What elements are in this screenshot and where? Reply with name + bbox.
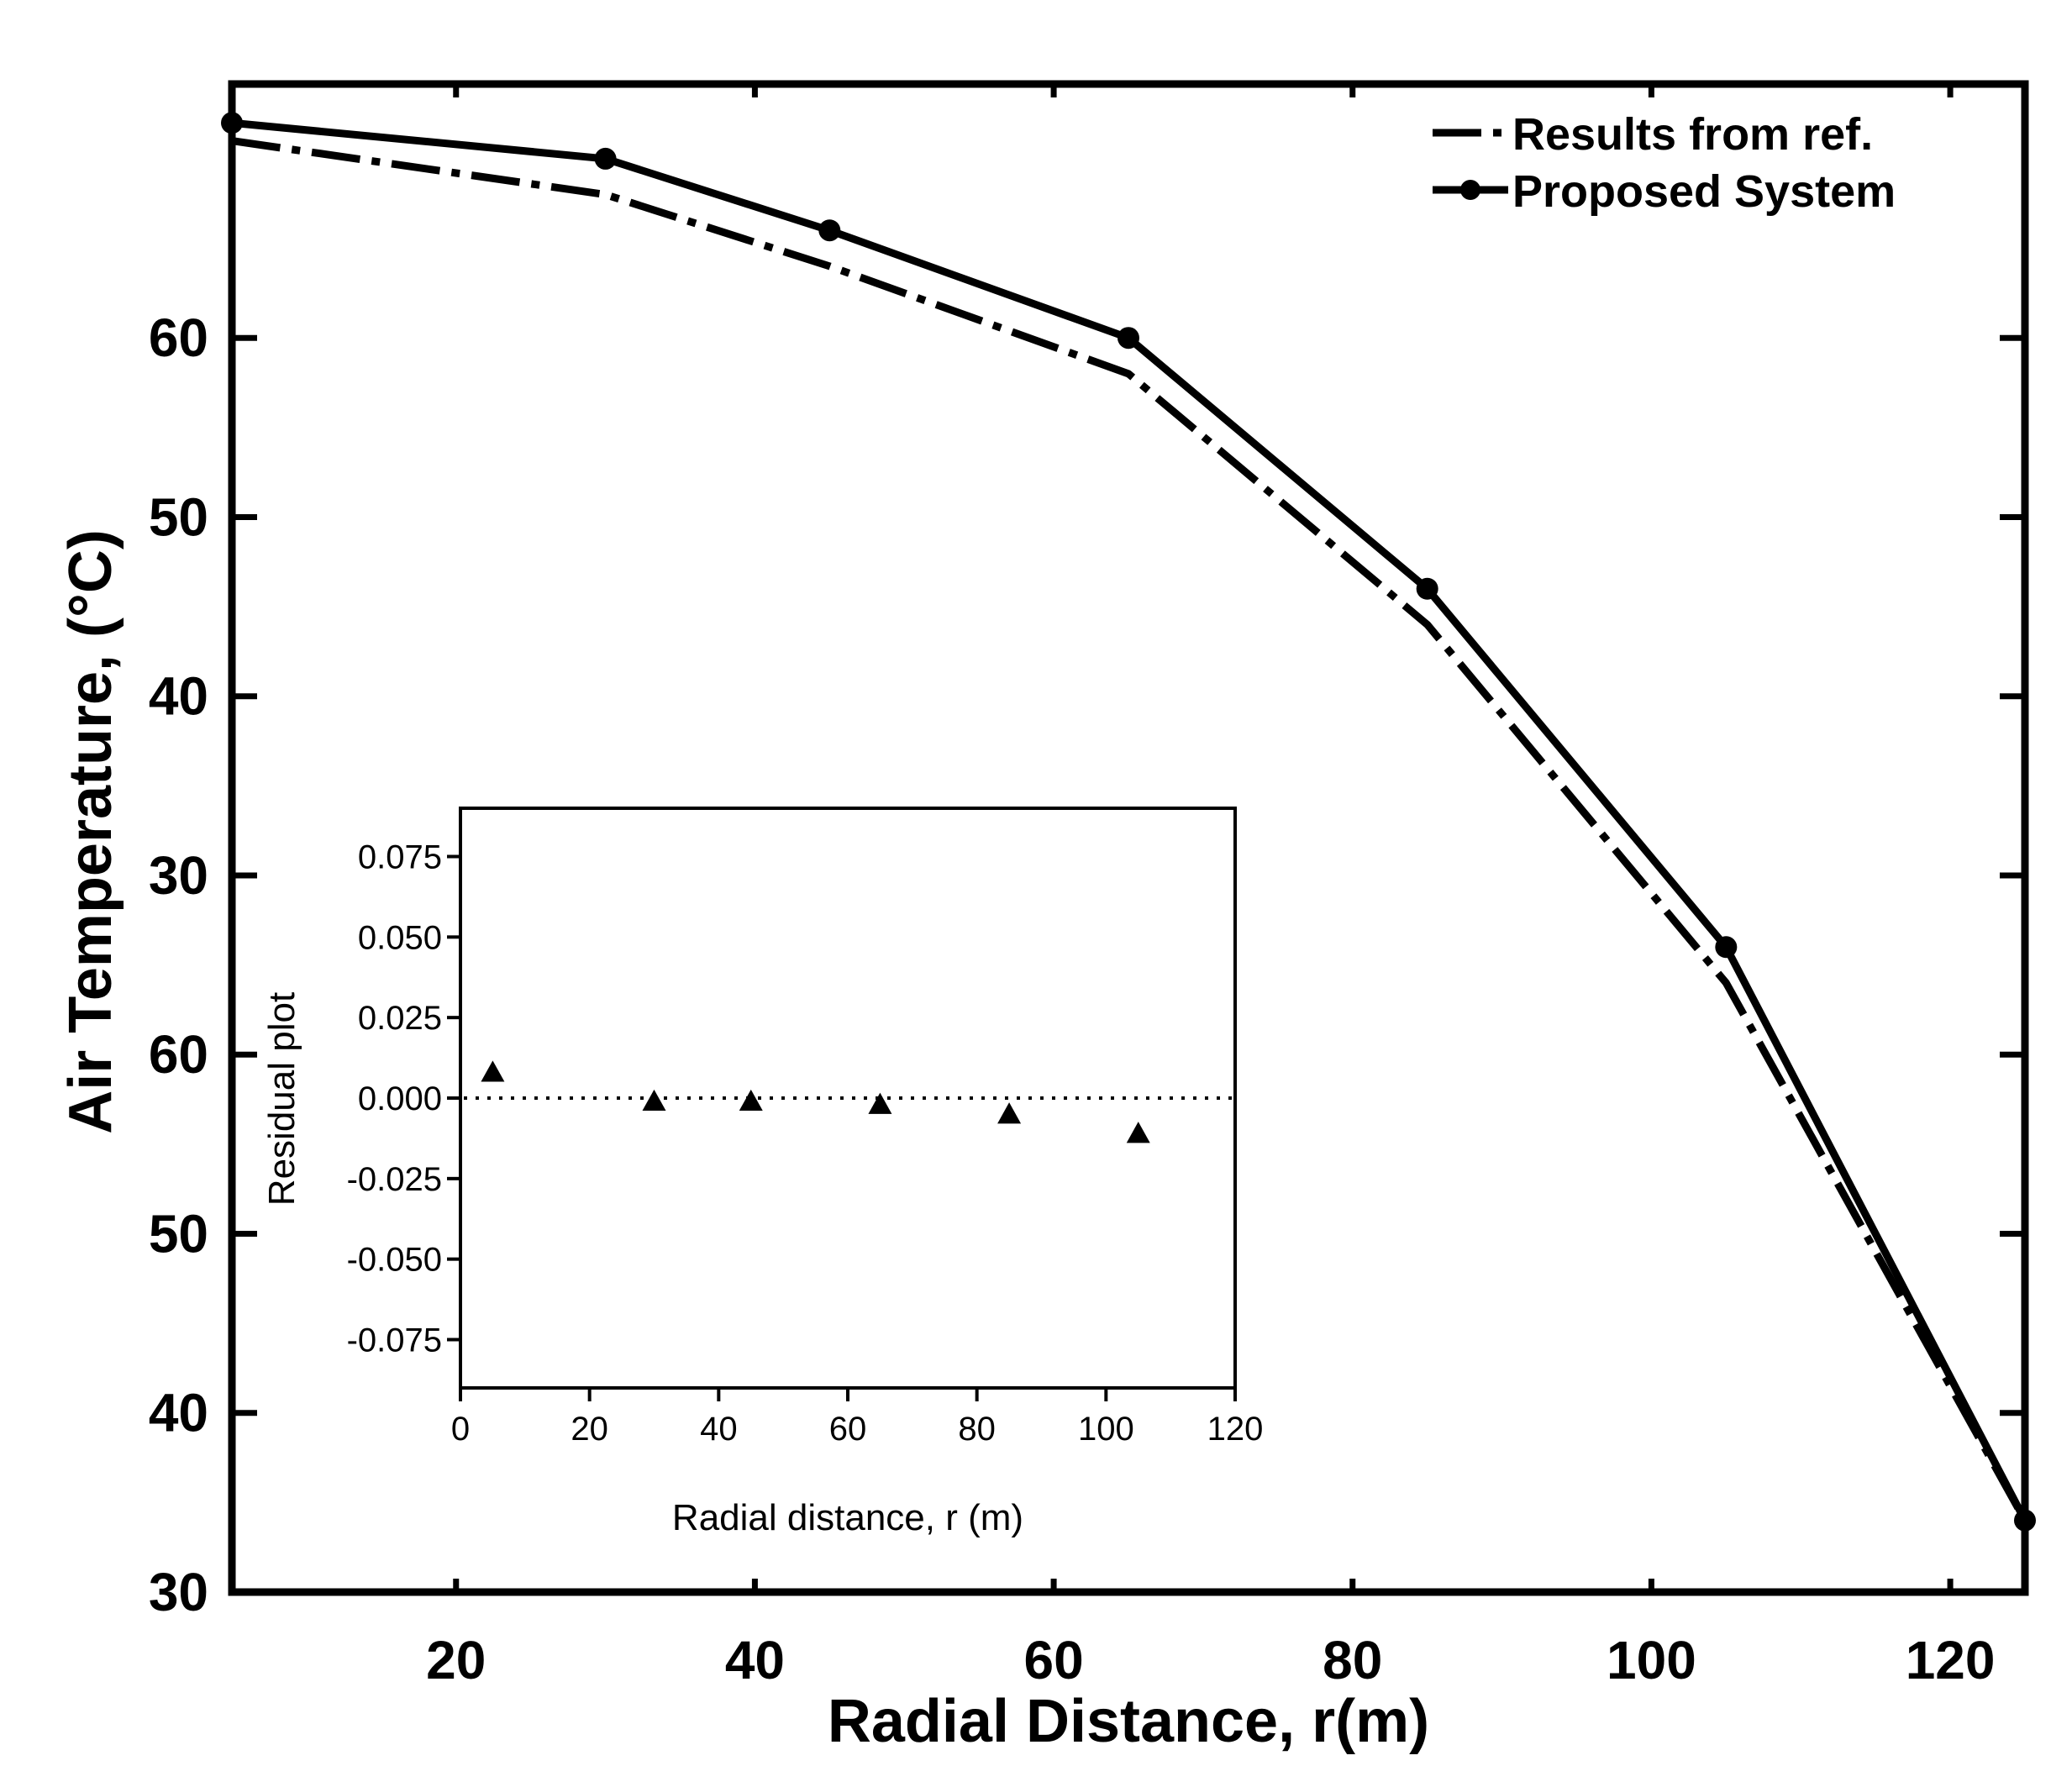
main-plot-frame (228, 80, 2029, 1596)
inset-y-tick-label: -0.025 (347, 1161, 442, 1198)
inset-x-tick-label: 80 (958, 1411, 996, 1448)
main-y-tick-label: 40 (149, 1383, 208, 1443)
series-proposed-marker (1715, 936, 1738, 959)
inset-x-tick-label: 20 (571, 1411, 608, 1448)
series-proposed-marker (221, 112, 243, 134)
series-proposed-marker (1118, 327, 1139, 350)
inset-x-tick-label: 0 (451, 1411, 470, 1448)
inset-x-tick-label: 60 (829, 1411, 867, 1448)
main-x-axis-title: Radial Distance, r(m) (828, 1688, 1429, 1755)
main-y-axis-title: Air Temperature, (°C) (57, 529, 124, 1134)
main-y-tick-label: 40 (149, 666, 208, 727)
main-x-tick-label: 100 (1607, 1630, 1696, 1690)
inset-x-tick-labels: 0 20 40 60 80 100 120 (451, 1411, 1264, 1448)
inset-points (481, 1060, 1150, 1143)
inset-y-tick-label: 0.050 (358, 919, 442, 956)
inset-y-tick-label: 0.025 (358, 1000, 442, 1037)
main-ticks (232, 84, 2025, 1595)
legend: Results from ref. Proposed System (1433, 109, 1896, 217)
inset-x-tick-label: 40 (700, 1411, 738, 1448)
legend-ref-label: Results from ref. (1512, 109, 1873, 160)
main-x-tick-label: 60 (1023, 1630, 1083, 1690)
main-y-tick-label: 60 (149, 1024, 208, 1085)
legend-proposed-label: Proposed System (1512, 166, 1896, 217)
inset-x-axis-title: Radial distance, r (m) (672, 1497, 1023, 1538)
legend-proposed-marker (1460, 180, 1480, 200)
inset-y-tick-labels: 0.075 0.050 0.025 0.000 -0.025 -0.050 -0.075 (347, 839, 442, 1359)
inset-chart: 0 20 40 60 80 100 120 0.075 0.050 0.025 0.000 -0.0… (261, 807, 1264, 1538)
main-x-tick-label: 80 (1323, 1630, 1382, 1690)
residual-point (739, 1089, 763, 1112)
main-series (221, 112, 2036, 1532)
residual-point (997, 1102, 1022, 1124)
main-y-tick-labels: 30 40 50 60 30 40 50 60 (149, 307, 208, 1622)
main-y-tick-label: 50 (149, 1203, 208, 1264)
series-proposed-marker (594, 147, 617, 170)
inset-ticks (447, 854, 1237, 1401)
main-y-tick-label: 60 (149, 307, 208, 368)
series-proposed-marker (818, 219, 841, 242)
series-proposed-marker (1416, 577, 1438, 600)
main-x-tick-label: 20 (426, 1630, 486, 1690)
main-y-tick-label: 50 (149, 486, 208, 547)
inset-y-tick-label: -0.075 (347, 1322, 442, 1359)
residual-point (642, 1089, 666, 1112)
main-x-tick-label: 40 (725, 1630, 785, 1690)
inset-y-tick-label: 0.075 (358, 839, 442, 876)
residual-point (481, 1060, 505, 1082)
series-ref-line (231, 137, 2028, 1522)
inset-y-tick-label: -0.050 (347, 1242, 442, 1279)
inset-background (460, 808, 1235, 1388)
inset-x-tick-label: 120 (1207, 1411, 1264, 1448)
main-x-tick-labels: 20 40 60 80 100 120 (426, 1630, 1995, 1690)
main-chart: 20 40 60 80 100 120 30 40 50 60 30 40 50 60 Radial D… (57, 80, 2036, 1755)
inset-y-axis-title: Residual plot (261, 992, 302, 1206)
residual-point (868, 1092, 892, 1114)
main-x-tick-label: 120 (1906, 1630, 1996, 1690)
main-y-tick-label: 30 (149, 845, 208, 906)
inset-x-tick-label: 100 (1078, 1411, 1134, 1448)
series-proposed-marker (2014, 1509, 2036, 1532)
main-y-tick-label: 30 (149, 1562, 208, 1622)
inset-y-tick-label: 0.000 (358, 1080, 442, 1117)
residual-point (1126, 1122, 1150, 1143)
